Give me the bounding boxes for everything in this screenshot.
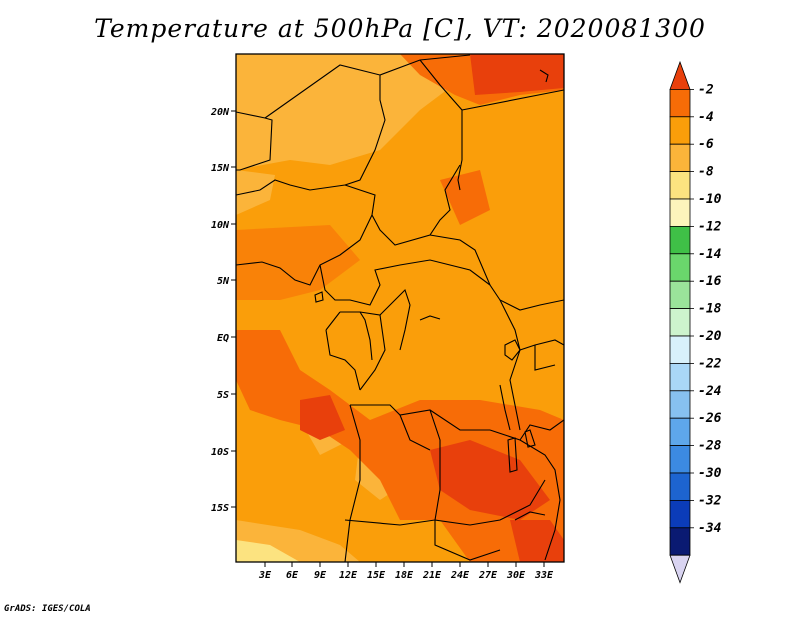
- colorbar-swatch: [669, 472, 691, 501]
- colorbar-top-triangle: [669, 60, 691, 90]
- lat-label: EQ: [217, 333, 229, 344]
- colorbar-swatch: [669, 253, 691, 282]
- colorbar-label: -12: [698, 219, 722, 234]
- lon-label: 15E: [367, 570, 386, 581]
- colorbar-label: -24: [698, 384, 722, 399]
- lon-label: 3E: [258, 570, 272, 581]
- temperature-field: [236, 54, 564, 562]
- colorbar-swatch: [669, 280, 691, 310]
- colorbar-label: -10: [698, 192, 722, 207]
- lat-label: 5S: [217, 390, 229, 401]
- colorbar: -2 -4 -6 -8 -10 -12 -14 -16 -18 -20 -22 -24 -26 -28 -3…: [669, 60, 722, 584]
- colorbar-swatch: [669, 499, 691, 529]
- colorbar-label: -18: [698, 302, 722, 317]
- grads-credit: GrADS: IGES/COLA: [4, 604, 91, 614]
- colorbar-label: -34: [698, 521, 722, 536]
- colorbar-label: -26: [698, 411, 722, 426]
- lon-label: 6E: [286, 570, 299, 581]
- colorbar-label: -32: [698, 493, 722, 508]
- colorbar-swatch: [669, 225, 691, 255]
- colorbar-bottom-triangle: [669, 554, 691, 584]
- lat-label: 15N: [211, 163, 230, 174]
- colorbar-swatch: [669, 198, 691, 227]
- colorbar-label: -22: [698, 356, 722, 371]
- colorbar-swatch: [669, 417, 691, 447]
- country-boundaries: [236, 54, 564, 562]
- lat-label: 20N: [210, 107, 230, 118]
- colorbar-swatch: [669, 171, 691, 200]
- lake-outlines: [314, 291, 536, 473]
- latitude-labels: 20N 15N 10N 5N EQ 5S 10S 15S: [210, 107, 230, 514]
- colorbar-swatch: [669, 89, 691, 118]
- colorbar-label: -30: [698, 466, 722, 481]
- lon-label: 21E: [422, 570, 442, 581]
- colorbar-swatch: [669, 390, 691, 419]
- map-title: Temperature at 500hPa [C], VT: 202008130…: [94, 14, 706, 43]
- lon-label: 24E: [450, 570, 470, 581]
- colorbar-swatch: [669, 445, 691, 474]
- lon-label: 30E: [506, 570, 526, 581]
- colorbar-swatch: [669, 308, 691, 337]
- colorbar-label: -8: [698, 165, 714, 180]
- lat-label: 10N: [211, 220, 230, 231]
- lon-label: 33E: [534, 570, 554, 581]
- lon-label: 18E: [395, 570, 414, 581]
- colorbar-label: -20: [698, 329, 722, 344]
- colorbar-label: -2: [698, 82, 714, 97]
- lat-label: 15S: [211, 503, 229, 514]
- lon-label: 27E: [478, 570, 498, 581]
- colorbar-swatch: [669, 116, 691, 145]
- colorbar-label: -14: [698, 247, 722, 262]
- lon-label: 12E: [339, 570, 358, 581]
- map-frame: [235, 53, 565, 563]
- colorbar-label: -4: [698, 110, 714, 125]
- colorbar-swatch: [669, 362, 691, 392]
- colorbar-swatch: [669, 335, 691, 364]
- longitude-labels: 3E 6E 9E 12E 15E 18E 21E 24E 27E 30E 33E: [258, 570, 554, 581]
- colorbar-swatch: [669, 143, 691, 172]
- lon-label: 9E: [314, 570, 327, 581]
- lat-label: 10S: [211, 447, 229, 458]
- lat-label: 5N: [217, 276, 230, 287]
- colorbar-label: -28: [698, 439, 722, 454]
- colorbar-swatch: [669, 527, 691, 556]
- colorbar-label: -16: [698, 274, 722, 289]
- axis-ticks: [231, 110, 545, 567]
- colorbar-label: -6: [698, 137, 714, 152]
